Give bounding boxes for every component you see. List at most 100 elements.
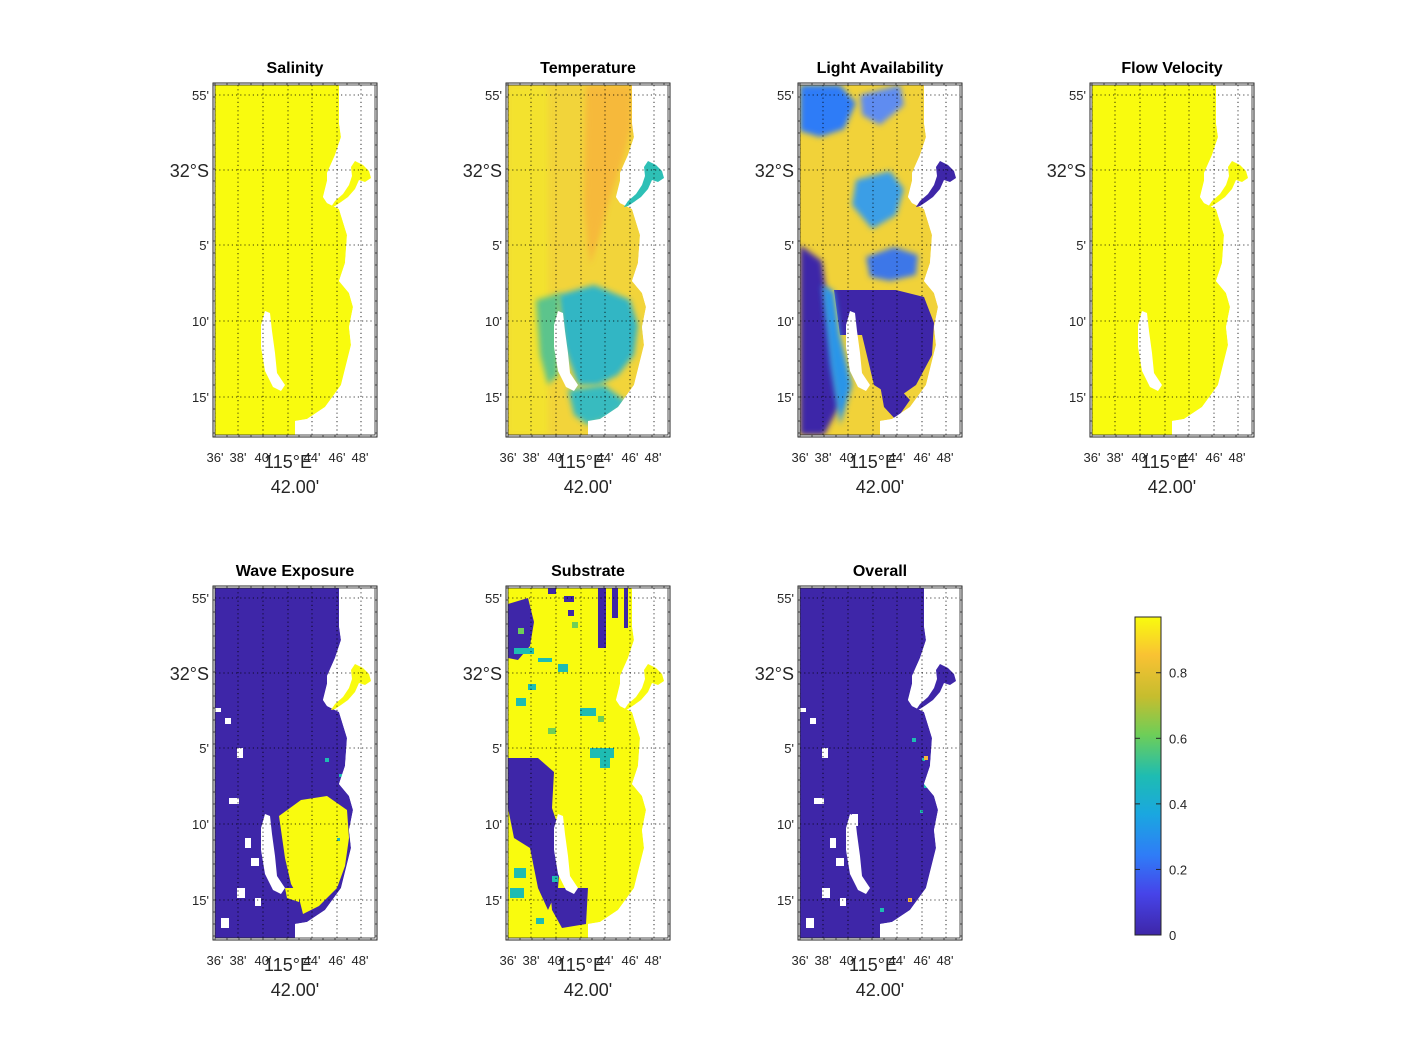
- value-cell: [806, 918, 814, 928]
- lon-tick-label: 38': [230, 450, 247, 465]
- value-cell: [245, 838, 251, 848]
- panel-flow-velocity: Flow Velocity 55' 32°S 5' 10' 15' 36' 38' 40'11…: [1047, 60, 1255, 497]
- lon-tick-label: 115°E: [849, 452, 897, 472]
- island-shape: [1138, 311, 1162, 391]
- map-area: [1092, 85, 1252, 435]
- lon-tick-label: 36': [792, 953, 809, 968]
- value-cell: [221, 918, 229, 928]
- lon-center-label: 42.00': [271, 477, 319, 497]
- value-cell: [580, 708, 596, 716]
- value-cell: [600, 758, 610, 768]
- frame-outer: [212, 585, 378, 941]
- value-cell: [516, 698, 526, 706]
- panel-light-availability: Light Availability 55' 32°S 5' 10' 15' 36' 38'…: [755, 60, 963, 497]
- land-mask: [554, 588, 668, 938]
- grid-lines: [215, 85, 375, 435]
- lon-tick-label: 40': [840, 953, 857, 968]
- river-channel: [1208, 161, 1248, 207]
- lon-tick-label: 46': [914, 450, 931, 465]
- lon-center-label: 42.00': [564, 980, 612, 1000]
- lat-tick-label: 5': [199, 741, 209, 756]
- lat-tick-label: 32°S: [170, 664, 209, 684]
- value-region: [508, 758, 562, 910]
- island-shape: [846, 311, 870, 391]
- lat-tick-label: 32°S: [463, 664, 502, 684]
- value-cell: [518, 628, 524, 634]
- lon-tick-label: 40': [255, 953, 272, 968]
- value-cell: [229, 798, 239, 804]
- lon-center-label: 42.00': [564, 477, 612, 497]
- lon-tick-label: 44': [304, 953, 321, 968]
- panel-overall: Overall 55' 32°S 5' 10' 15' 36' 38' 40'115°E44'…: [755, 563, 963, 1000]
- lon-tick-label: 115°E: [849, 955, 897, 975]
- lon-tick-label: 36': [207, 450, 224, 465]
- map-frame: [797, 585, 963, 941]
- value-region: [866, 247, 918, 281]
- lat-tick-label: 5': [492, 741, 502, 756]
- lat-tick-label: 15': [1069, 390, 1086, 405]
- lat-tick-label: 32°S: [170, 161, 209, 181]
- lon-tick-label: 40': [1132, 450, 1149, 465]
- colorbar-ticks: 0 0.2 0.4 0.6 0.8: [1135, 666, 1187, 943]
- panel-substrate: Substrate 55'32°S5'10'15'36' 38' 40'115°E4…: [463, 563, 671, 1000]
- frame-inner: [214, 84, 376, 436]
- lon-tick-label: 36': [207, 953, 224, 968]
- value-region: [279, 796, 349, 914]
- lat-tick-label: 15': [192, 390, 209, 405]
- lon-tick-label: 48': [352, 953, 369, 968]
- land-mask: [261, 588, 375, 938]
- river-channel: [624, 161, 664, 207]
- river-channel: [916, 664, 956, 710]
- value-region: [285, 888, 299, 902]
- frame-outer: [797, 585, 963, 941]
- value-region: [834, 290, 934, 399]
- panel-title: Overall: [853, 563, 907, 580]
- panel-title: Flow Velocity: [1121, 60, 1222, 77]
- island-shape: [261, 814, 285, 894]
- value-cell: [337, 838, 340, 841]
- colorbar: 0 0.2 0.4 0.6 0.8: [1134, 616, 1187, 943]
- value-region: [800, 85, 856, 137]
- lat-tick-label: 15': [485, 390, 502, 405]
- lat-tick-label: 32°S: [1047, 161, 1086, 181]
- value-cell: [836, 858, 844, 866]
- land-mask: [1138, 85, 1252, 435]
- map-area: [215, 588, 375, 938]
- lat-tick-label: 55': [485, 88, 502, 103]
- island-shape: [261, 311, 285, 391]
- panel-title: Salinity: [267, 60, 324, 77]
- value-cell: [225, 718, 231, 724]
- value-cell: [922, 758, 925, 761]
- map-area: [800, 85, 960, 435]
- field-layer: [800, 85, 956, 435]
- value-cell: [612, 588, 618, 618]
- sea-fill: [215, 85, 353, 435]
- lat-tick-label: 10': [777, 314, 794, 329]
- panel-title: Light Availability: [817, 60, 944, 77]
- lon-tick-label: 48': [1229, 450, 1246, 465]
- value-cell: [598, 588, 606, 648]
- value-cell: [528, 684, 536, 690]
- lat-tick-label: 15': [777, 390, 794, 405]
- panel-title: Substrate: [551, 563, 625, 580]
- lat-tick-label: 55': [192, 88, 209, 103]
- river-channel: [624, 664, 664, 710]
- value-cell: [536, 918, 544, 924]
- panel-temperature: Temperature 55' 32°S 5' 10' 15' 36' 38' 40'115°…: [463, 60, 671, 497]
- frame-outer: [505, 585, 671, 941]
- lon-tick-label: 44': [889, 953, 906, 968]
- lon-tick-label: 115°E: [557, 452, 605, 472]
- lon-tick-label: 40': [548, 450, 565, 465]
- lon-tick-label: 115°E: [264, 452, 312, 472]
- lon-center-label: 42.00': [1148, 477, 1196, 497]
- colorbar-gradient: [1134, 616, 1162, 936]
- lat-tick-label: 5': [784, 741, 794, 756]
- value-cell: [251, 858, 259, 866]
- lon-tick-label: 46': [1206, 450, 1223, 465]
- value-region: [584, 85, 632, 265]
- value-cell: [912, 738, 916, 742]
- lat-tick-label: 10': [192, 314, 209, 329]
- value-cell: [510, 888, 524, 898]
- grid-lines: [508, 588, 668, 938]
- lat-tick-label: 5': [1076, 238, 1086, 253]
